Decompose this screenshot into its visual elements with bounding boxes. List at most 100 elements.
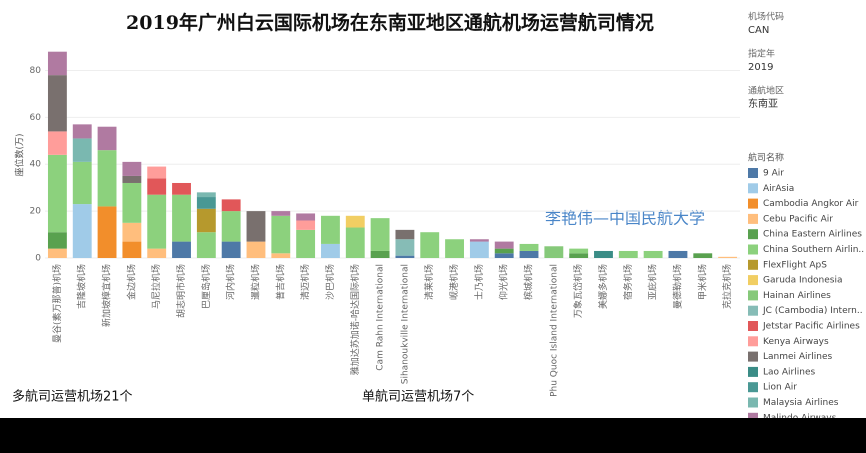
x-tick-label: Sihanoukville International	[400, 264, 410, 384]
bar-segment	[47, 154, 67, 233]
bar-segment	[97, 206, 117, 258]
x-tick-label: 宿务机场	[622, 264, 634, 300]
bar-segment	[221, 241, 241, 258]
y-tick-label: 20	[30, 207, 42, 217]
bar-segment	[445, 239, 464, 258]
legend-swatch	[748, 198, 758, 209]
bar-segment	[519, 243, 539, 251]
legend-swatch	[748, 412, 758, 423]
x-tick-label: Phu Quoc Island International	[549, 264, 559, 397]
bar-segment	[469, 241, 489, 258]
bar-segment	[296, 220, 316, 230]
legend-label: Jetstar Pacific Airlines	[762, 322, 860, 332]
bar-segment	[72, 138, 92, 162]
bar-segment	[47, 51, 67, 76]
bar-segment	[420, 232, 440, 258]
bar-segment	[370, 250, 390, 258]
bar-segment	[618, 250, 638, 258]
bar-segment	[370, 218, 390, 251]
legend-label: FlexFlight ApS	[763, 260, 827, 270]
legend-swatch	[748, 244, 758, 255]
x-tick-label: 万象瓦岱机场	[572, 264, 584, 318]
bar-segment	[395, 255, 415, 258]
bar-segment	[246, 211, 266, 242]
x-tick-label: 暹粒机场	[249, 264, 261, 300]
x-tick-label: 马尼拉机场	[150, 264, 162, 309]
footer-bar	[0, 418, 866, 453]
chart-title: 2019年广州白云国际机场在东南亚地区通航机场运营航司情况	[126, 11, 654, 34]
legend-swatch	[748, 397, 758, 408]
x-tick-label: 槟城机场	[523, 264, 535, 300]
bar-segment	[345, 227, 365, 258]
legend-swatch	[748, 351, 758, 362]
bar-segment	[122, 161, 142, 176]
bar-segment	[47, 232, 67, 249]
bar-segment	[569, 253, 589, 258]
legend-swatch	[748, 305, 758, 316]
legend-label: AirAsia	[763, 184, 794, 194]
legend-label: Kenya Airways	[763, 337, 829, 347]
legend-label: China Southern Airlin..	[763, 245, 864, 255]
filter-value: CAN	[748, 25, 769, 36]
x-tick-label: 清迈机场	[299, 264, 311, 300]
bar-segment	[147, 166, 167, 179]
legend-swatch	[748, 213, 758, 224]
bar-segment	[122, 222, 142, 242]
legend-swatch	[748, 336, 758, 347]
x-tick-label: 士乃机场	[473, 264, 485, 300]
legend-swatch	[748, 366, 758, 377]
bar-segment	[494, 241, 514, 249]
bar-segment	[271, 215, 291, 254]
bar-segment	[296, 213, 316, 221]
note: 单航司运营机场7个	[362, 389, 474, 405]
x-tick-label: 沙巴机场	[324, 264, 336, 300]
bar-segment	[668, 250, 688, 258]
legend-swatch	[748, 229, 758, 240]
bar-segment	[47, 131, 67, 155]
filter-value: 2019	[748, 62, 773, 73]
bar-segment	[345, 215, 365, 228]
bar-segment	[395, 229, 415, 240]
legend-title: 航司名称	[748, 152, 784, 164]
x-tick-label: 新加坡樟宜机场	[101, 264, 113, 327]
legend-label: 9 Air	[763, 169, 784, 179]
bar-segment	[122, 182, 142, 223]
y-tick-label: 0	[35, 254, 41, 264]
bar-segment	[147, 178, 167, 195]
bar-segment	[122, 175, 142, 183]
bar-segment	[97, 150, 117, 207]
legend-label: Lion Air	[763, 383, 797, 393]
bar-segment	[196, 192, 216, 198]
bar-segment	[196, 197, 216, 209]
note: 多航司运营机场21个	[12, 389, 133, 405]
bar-segment	[147, 194, 167, 249]
bar-segment	[47, 75, 67, 132]
x-tick-label: 曼德勒机场	[671, 264, 683, 309]
bar-segment	[594, 250, 613, 258]
bar-segment	[196, 232, 216, 258]
bar-segment	[395, 239, 415, 256]
legend-label: JC (Cambodia) Intern..	[762, 306, 863, 316]
filter-label: 机场代码	[748, 11, 784, 23]
x-tick-label: 仰光机场	[498, 264, 510, 300]
legend-label: Hainan Airlines	[763, 291, 831, 301]
bar-segment	[72, 124, 92, 139]
x-tick-label: 亚庇机场	[647, 264, 659, 300]
bar-segment	[271, 253, 291, 258]
x-tick-label: 克拉克机场	[721, 264, 733, 309]
bar-segment	[246, 241, 266, 258]
bar-segment	[221, 211, 241, 242]
bar-segment	[47, 248, 67, 258]
legend-label: China Eastern Airlines	[763, 230, 862, 240]
bar-segment	[321, 243, 340, 258]
legend-label: Garuda Indonesia	[763, 276, 843, 286]
y-tick-label: 60	[30, 113, 42, 123]
x-tick-label: 清莱机场	[423, 264, 435, 300]
filter-label: 通航地区	[748, 85, 784, 97]
legend-swatch	[748, 382, 758, 393]
bar-segment	[72, 161, 92, 205]
legend-swatch	[748, 321, 758, 331]
legend-swatch	[748, 290, 758, 301]
